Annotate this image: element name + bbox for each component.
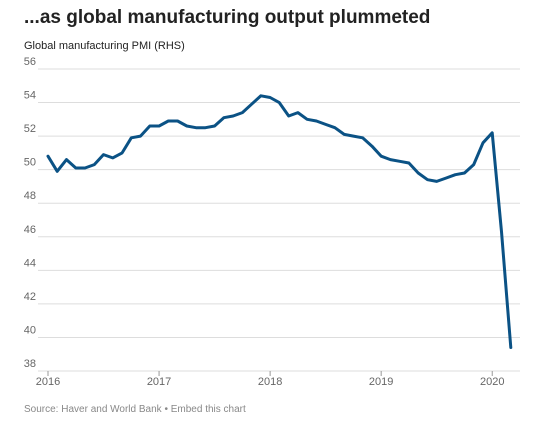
y-axis-ticks: 38 40 42 44 46 48 50 52 54 56 [24,56,36,370]
chart-subtitle: Global manufacturing PMI (RHS) [24,40,185,52]
y-tick-label: 52 [24,123,36,135]
y-tick-label: 44 [24,257,36,269]
x-tick-label: 2017 [147,376,171,388]
series-line-pmi [46,94,513,349]
y-tick-label: 40 [24,324,36,336]
y-tick-label: 46 [24,224,36,236]
x-tick-label: 2016 [36,376,60,388]
x-tick-label: 2020 [480,376,504,388]
embed-chart-link[interactable]: Embed this chart [170,404,246,415]
y-tick-label: 42 [24,291,36,303]
pmi-line-chart: 38 40 42 44 46 48 50 52 54 56 2016 2017 2018 2019 202… [24,56,520,388]
x-axis-ticks: 2016 2017 2018 2019 2020 [36,371,504,388]
chart-footer: Source: Haver and World Bank • Embed thi… [24,404,246,415]
x-tick-label: 2019 [369,376,393,388]
source-note: Source: Haver and World Bank [24,404,162,415]
y-tick-label: 56 [24,56,36,68]
y-tick-label: 48 [24,190,36,202]
y-tick-label: 38 [24,358,36,370]
footer-separator: • [161,404,171,415]
chart-title: ...as global manufacturing output plumme… [24,7,431,28]
y-tick-label: 54 [24,90,36,102]
gridlines [38,68,520,372]
y-tick-label: 50 [24,157,36,169]
x-tick-label: 2018 [258,376,282,388]
